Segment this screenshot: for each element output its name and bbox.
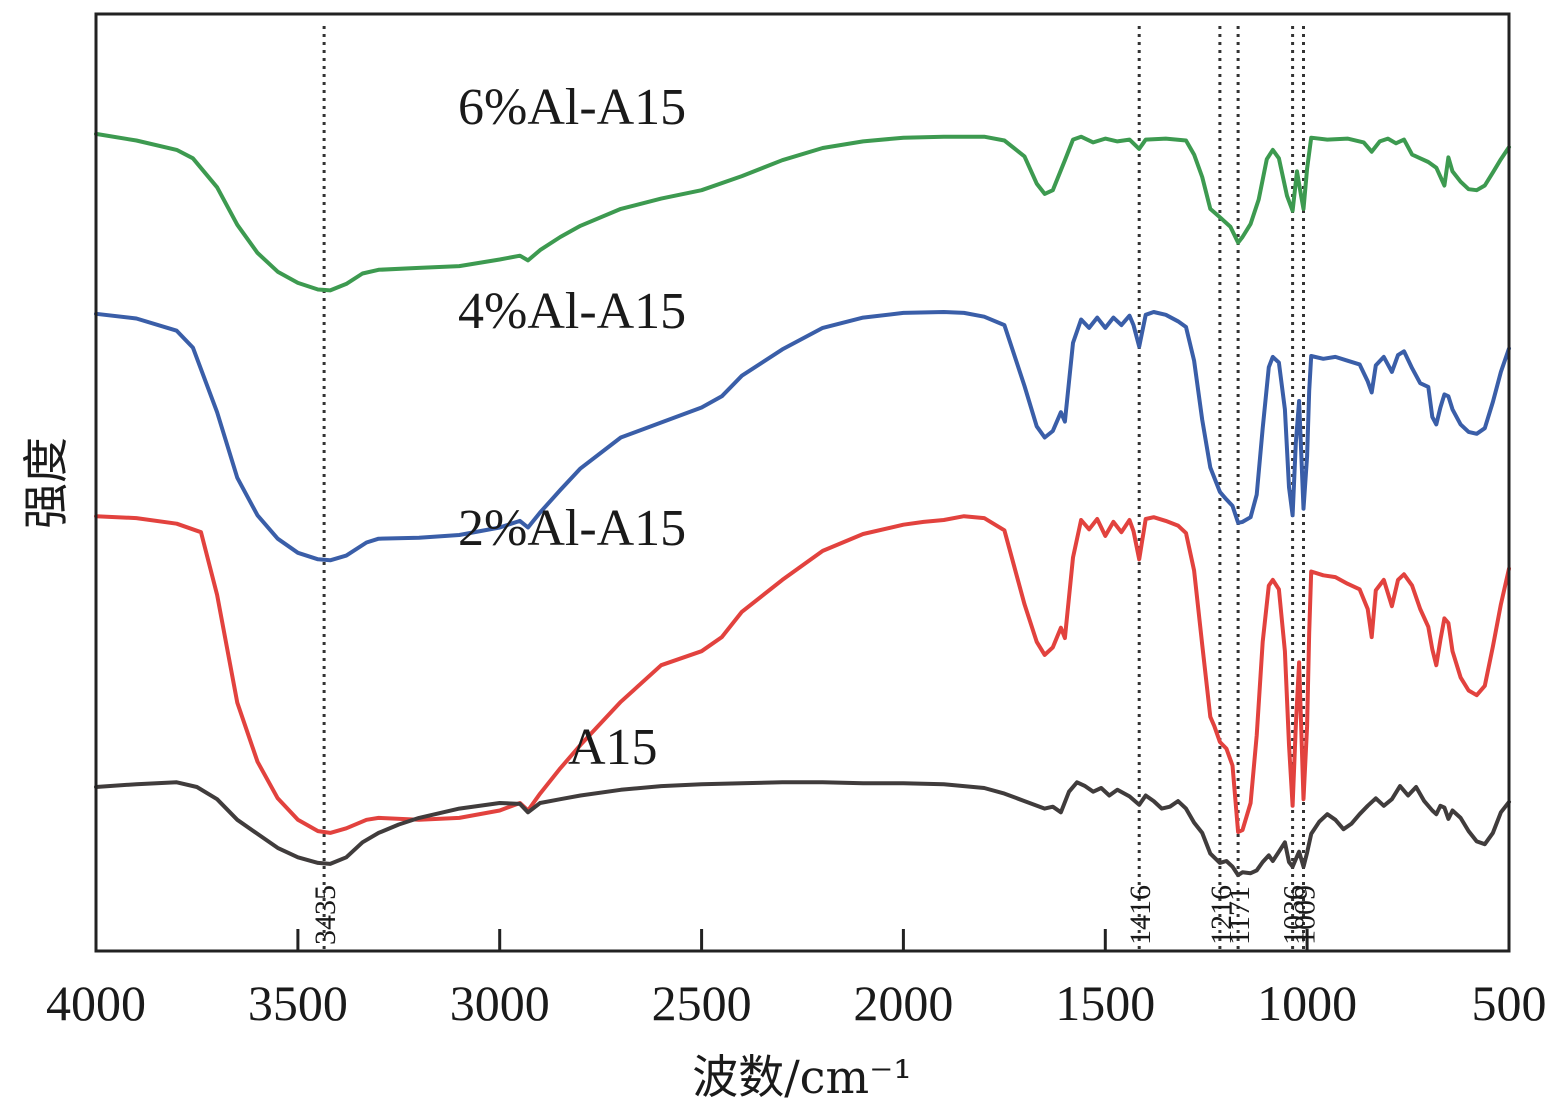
series-label-6: 6%Al-A15 [458,79,686,136]
series-line-3 [94,780,1511,878]
series-line-2 [94,514,1511,835]
peak-label-1171: 1171 [1223,886,1256,945]
series-label-a15: A15 [568,719,658,776]
x-tick-label-3000: 3000 [450,975,550,1031]
series-label-2: 2%Al-A15 [458,500,686,557]
series-line-0 [94,131,1511,293]
peak-label-1216: 1216 [1205,885,1238,945]
x-tick-label-1000: 1000 [1257,975,1357,1031]
peak-label-3435: 3435 [309,885,342,945]
x-tick-label-1500: 1500 [1055,975,1155,1031]
x-axis-title: 波数/cm⁻¹ [692,1050,912,1104]
series-label-4: 4%Al-A15 [458,283,686,340]
x-tick-label-4000: 4000 [46,975,146,1031]
x-axis-ticks: 4000 3500 3000 2500 2000 1500 1000 500 [46,929,1547,1031]
series-line-1 [94,310,1511,563]
peak-label-1416: 1416 [1124,885,1157,945]
y-axis-title: 强度 [19,437,73,529]
peak-marker-lines [322,26,1305,951]
spectrum-series [94,131,1511,878]
x-tick-label-3500: 3500 [248,975,348,1031]
x-tick-label-500: 500 [1472,975,1547,1031]
peak-label-1036: 1036 [1278,885,1311,945]
x-tick-label-2500: 2500 [652,975,752,1031]
peak-label-1009: 1009 [1289,885,1322,945]
plot-frame [94,12,1511,953]
x-tick-label-2000: 2000 [853,975,953,1031]
